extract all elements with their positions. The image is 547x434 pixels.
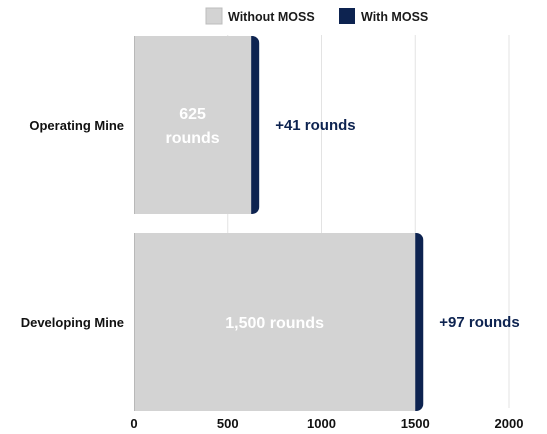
legend-label-with-moss: With MOSS bbox=[361, 10, 428, 24]
x-tick-label-0: 0 bbox=[130, 416, 137, 431]
bar-value-label-developing-mine: 1,500 rounds bbox=[225, 315, 324, 332]
bar-value-label-operating-mine-2: rounds bbox=[165, 130, 219, 147]
legend-swatch-with-moss bbox=[339, 8, 355, 24]
legend-swatch-without-moss bbox=[205, 7, 223, 25]
category-label-operating-mine: Operating Mine bbox=[29, 118, 124, 133]
bar-value-label-operating-mine-1: 625 bbox=[179, 106, 206, 123]
legend: Without MOSS With MOSS bbox=[205, 7, 428, 25]
x-axis-ticks: 0 500 1000 1500 2000 bbox=[130, 416, 523, 431]
category-label-developing-mine: Developing Mine bbox=[21, 315, 124, 330]
bar-delta-label-developing-mine: +97 rounds bbox=[439, 314, 519, 331]
legend-label-without-moss: Without MOSS bbox=[228, 10, 315, 24]
bars bbox=[134, 36, 424, 411]
bar-delta-label-operating-mine: +41 rounds bbox=[275, 117, 355, 134]
category-labels: Operating Mine Developing Mine bbox=[21, 118, 124, 330]
x-tick-label-1000: 1000 bbox=[307, 416, 336, 431]
bar-labels: 625 rounds +41 rounds 1,500 rounds +97 round… bbox=[165, 106, 519, 332]
bar-without-moss-operating-mine bbox=[134, 36, 252, 214]
bar-without-moss-developing-mine bbox=[134, 233, 416, 411]
x-tick-label-500: 500 bbox=[217, 416, 239, 431]
x-tick-label-2000: 2000 bbox=[495, 416, 524, 431]
x-tick-label-1500: 1500 bbox=[401, 416, 430, 431]
